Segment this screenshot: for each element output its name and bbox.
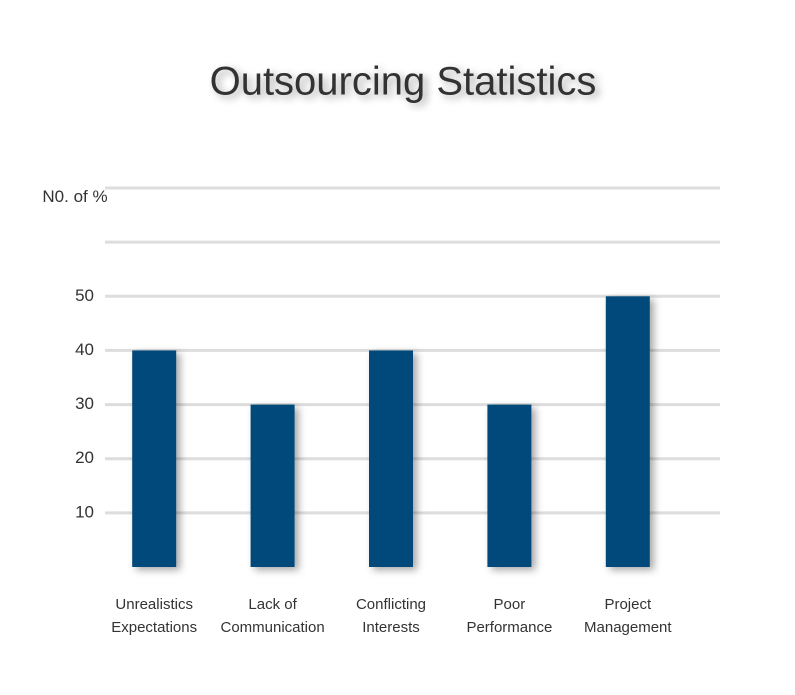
x-tick-label: Project Management bbox=[584, 596, 672, 636]
bar bbox=[487, 404, 532, 567]
bar bbox=[132, 350, 177, 567]
bar bbox=[369, 350, 413, 567]
bar bbox=[250, 404, 295, 567]
y-tick-label: 50 bbox=[75, 286, 94, 305]
x-tick-label: Lack of Communication bbox=[220, 596, 325, 636]
x-tick-label: Conflicting Interests bbox=[355, 596, 427, 636]
x-tick-label: Poor Performance bbox=[466, 596, 553, 636]
chart-title: Outsourcing Statistics bbox=[210, 60, 597, 104]
y-axis-title: N0. of % bbox=[42, 187, 108, 206]
y-tick-label: 40 bbox=[75, 340, 94, 359]
bar bbox=[605, 296, 650, 567]
y-tick-label: 10 bbox=[75, 502, 94, 521]
y-tick-label: 20 bbox=[75, 448, 94, 467]
y-tick-label: 30 bbox=[75, 394, 94, 413]
x-tick-label: Unrealistics Expectations bbox=[111, 596, 198, 636]
